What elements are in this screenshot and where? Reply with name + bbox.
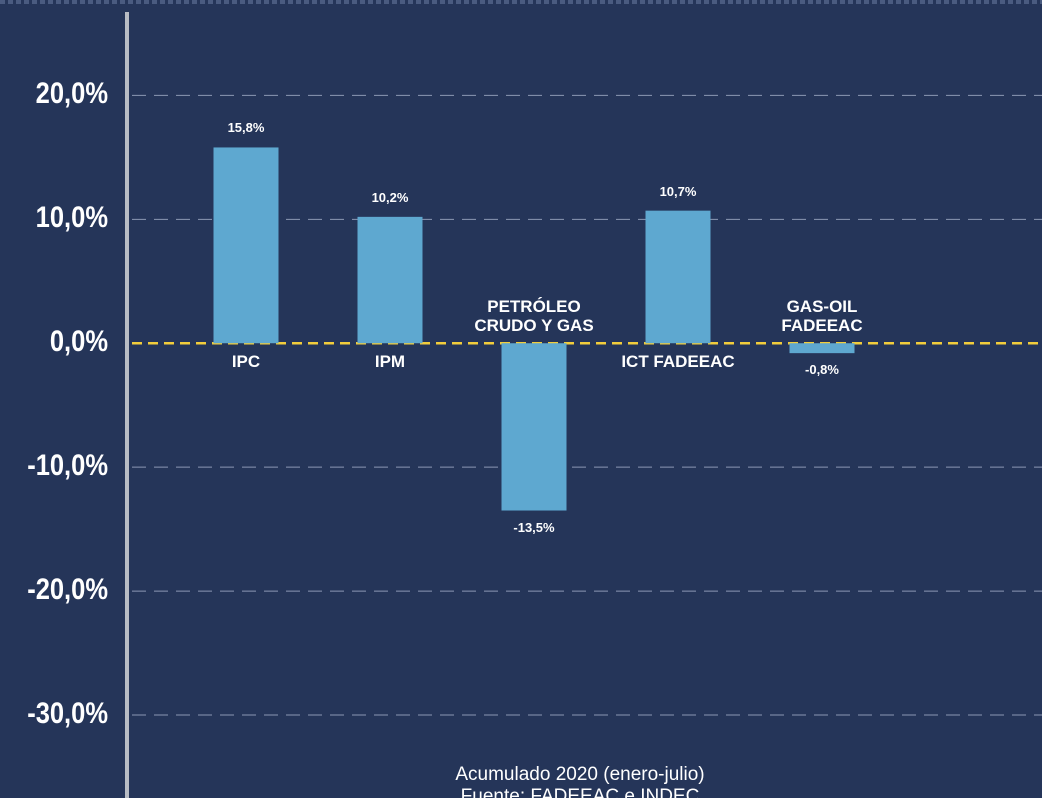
x-tick-label: GAS-OIL FADEEAC — [781, 297, 863, 335]
y-tick-label: 10,0% — [35, 201, 108, 235]
bar — [213, 147, 279, 344]
annotation: Fuente: FADEEAC e INDEC — [460, 786, 700, 798]
value-label: 10,7% — [659, 183, 697, 199]
value-label: 15,8% — [227, 120, 265, 136]
y-tick-label: -10,0% — [27, 449, 109, 483]
y-tick-label: -20,0% — [27, 573, 109, 607]
value-label: -13,5% — [513, 519, 555, 535]
bar — [645, 210, 711, 344]
x-tick-label: IPC — [231, 352, 261, 372]
value-label: 10,2% — [371, 189, 409, 205]
value-label: -0,8% — [805, 362, 839, 378]
annotation: Acumulado 2020 (enero-julio) — [455, 764, 705, 785]
y-tick-label: 0,0% — [49, 325, 108, 359]
x-tick-label: IPM — [374, 352, 406, 372]
x-tick-label: PETRÓLEO CRUDO Y GAS — [474, 297, 594, 335]
bar — [501, 343, 567, 511]
y-tick-label: 20,0% — [35, 77, 108, 111]
x-tick-label: ICT FADEEAC — [621, 352, 735, 372]
y-tick-label: -30,0% — [27, 696, 109, 730]
bar — [357, 216, 423, 344]
bar — [789, 343, 855, 354]
